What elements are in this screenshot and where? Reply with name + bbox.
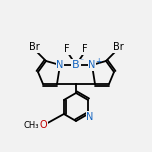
Text: O: O bbox=[39, 120, 47, 130]
Text: N: N bbox=[88, 60, 96, 70]
Text: N: N bbox=[56, 60, 64, 70]
Text: F: F bbox=[82, 44, 88, 54]
Text: CH₃: CH₃ bbox=[23, 121, 39, 130]
Text: B: B bbox=[72, 60, 80, 70]
Text: N: N bbox=[86, 112, 94, 122]
Text: Br: Br bbox=[113, 42, 123, 52]
Text: +: + bbox=[95, 57, 101, 66]
Text: ⁻: ⁻ bbox=[79, 57, 83, 66]
Text: F: F bbox=[64, 44, 70, 54]
Text: Br: Br bbox=[29, 42, 39, 52]
